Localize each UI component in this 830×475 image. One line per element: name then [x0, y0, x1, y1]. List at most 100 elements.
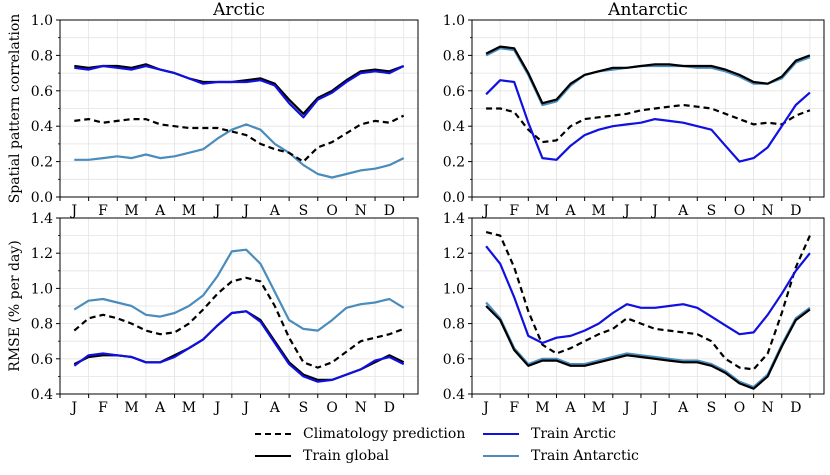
- x-tick-label: S: [707, 203, 717, 219]
- legend-item-train-global: Train global: [255, 446, 389, 466]
- legend-label-train-global: Train global: [303, 448, 389, 464]
- x-tick-label: A: [154, 203, 166, 219]
- x-tick-label: M: [124, 400, 138, 416]
- x-tick-label: A: [154, 400, 166, 416]
- x-tick-label: N: [355, 400, 367, 416]
- y-tick-label: 0.8: [443, 48, 465, 64]
- legend-label-climatology: Climatology prediction: [303, 426, 466, 442]
- x-tick-label: M: [535, 203, 549, 219]
- x-tick-label: J: [213, 203, 221, 219]
- x-tick-label: M: [592, 203, 606, 219]
- x-tick-label: J: [622, 203, 630, 219]
- x-tick-label: F: [98, 203, 108, 219]
- x-tick-label: M: [124, 203, 138, 219]
- figure: 0.00.20.40.60.81.0J F M A M J J A S O N DArcticSpat…: [7, 0, 825, 416]
- x-tick-label: N: [762, 400, 774, 416]
- y-tick-label: 0.4: [443, 387, 465, 403]
- x-tick-label: O: [326, 400, 337, 416]
- y-tick-label: 1.0: [443, 13, 465, 29]
- y-tick-label: 1.2: [31, 246, 53, 262]
- x-tick-label: M: [182, 203, 196, 219]
- x-tick-label: J: [650, 203, 658, 219]
- x-tick-label: M: [182, 400, 196, 416]
- series-line-train-arctic: [485, 79, 811, 163]
- series-line-train-global: [485, 45, 811, 105]
- series-line-train-arctic: [74, 64, 405, 119]
- series-line-climatology-prediction: [73, 276, 405, 369]
- legend-swatch-train-arctic: [483, 433, 519, 435]
- legend-label-train-antarctic: Train Antarctic: [531, 448, 639, 464]
- x-tick-label: A: [564, 400, 576, 416]
- x-tick-label: J: [70, 203, 78, 219]
- y-tick-label: 0.6: [443, 352, 465, 368]
- series-line-train-global: [485, 305, 811, 390]
- x-tick-label: A: [269, 203, 281, 219]
- y-tick-label: 1.4: [443, 211, 465, 227]
- series-line-train-global: [74, 63, 405, 115]
- legend-swatch-train-antarctic: [483, 455, 519, 457]
- x-tick-label: N: [762, 203, 774, 219]
- x-tick-label: D: [790, 400, 801, 416]
- y-tick-label: 1.0: [443, 281, 465, 297]
- series-line-train-arctic: [73, 310, 405, 383]
- x-tick-label: J: [481, 400, 489, 416]
- x-tick-label: A: [564, 203, 576, 219]
- legend-label-train-arctic: Train Arctic: [531, 426, 616, 442]
- x-tick-label: M: [535, 400, 549, 416]
- x-tick-label: D: [790, 203, 801, 219]
- x-tick-label: A: [269, 400, 281, 416]
- y-tick-label: 0.6: [31, 352, 53, 368]
- series-line-train-arctic: [485, 245, 811, 345]
- series-line-climatology-prediction: [486, 103, 811, 144]
- y-axis-label: RMSE (% per day): [7, 240, 23, 371]
- y-tick-label: 1.0: [31, 281, 53, 297]
- legend-item-train-antarctic: Train Antarctic: [483, 446, 639, 466]
- y-tick-label: 0.8: [31, 317, 53, 333]
- x-tick-label: J: [481, 203, 489, 219]
- panel-arctic-correlation: 0.00.20.40.60.81.0J F M A M J J A S O N DArcticSpat…: [7, 0, 419, 219]
- x-tick-label: A: [677, 203, 689, 219]
- series-line-train-antarctic: [73, 248, 405, 332]
- series-line-train-antarctic: [485, 301, 811, 389]
- y-tick-label: 1.2: [443, 246, 465, 262]
- x-tick-label: N: [355, 203, 367, 219]
- x-tick-label: D: [384, 203, 395, 219]
- x-tick-label: F: [98, 400, 108, 416]
- y-axis-label: Spatial pattern correlation: [7, 14, 23, 204]
- x-tick-label: D: [384, 400, 395, 416]
- y-tick-label: 0.0: [31, 190, 53, 206]
- panel-title: Antarctic: [607, 0, 688, 20]
- y-tick-label: 0.4: [31, 119, 53, 135]
- y-tick-label: 0.8: [31, 48, 53, 64]
- x-tick-label: M: [592, 400, 606, 416]
- x-tick-label: F: [509, 400, 519, 416]
- x-tick-label: S: [299, 203, 309, 219]
- y-tick-label: 0.8: [443, 317, 465, 333]
- x-tick-label: F: [509, 203, 519, 219]
- x-tick-label: O: [734, 400, 745, 416]
- x-tick-label: J: [213, 400, 221, 416]
- legend-swatch-train-global: [255, 455, 291, 457]
- y-tick-label: 0.0: [443, 190, 465, 206]
- x-tick-label: O: [734, 203, 745, 219]
- legend-swatch-climatology: [255, 433, 291, 435]
- series-line-climatology-prediction: [74, 114, 405, 163]
- y-tick-label: 0.2: [443, 155, 465, 171]
- y-tick-label: 0.6: [443, 84, 465, 100]
- y-tick-label: 1.4: [31, 211, 53, 227]
- y-tick-label: 1.0: [31, 13, 53, 29]
- y-tick-label: 0.2: [31, 155, 53, 171]
- series-line-climatology-prediction: [485, 231, 811, 371]
- x-tick-label: A: [677, 400, 689, 416]
- legend-item-train-arctic: Train Arctic: [483, 424, 616, 444]
- x-tick-label: J: [650, 400, 658, 416]
- panel-title: Arctic: [212, 0, 265, 20]
- x-tick-label: J: [622, 400, 630, 416]
- y-tick-label: 0.4: [31, 387, 53, 403]
- x-tick-label: O: [326, 203, 337, 219]
- legend-item-climatology: Climatology prediction: [255, 424, 465, 444]
- series-line-train-antarctic: [74, 123, 405, 179]
- x-tick-label: J: [241, 400, 249, 416]
